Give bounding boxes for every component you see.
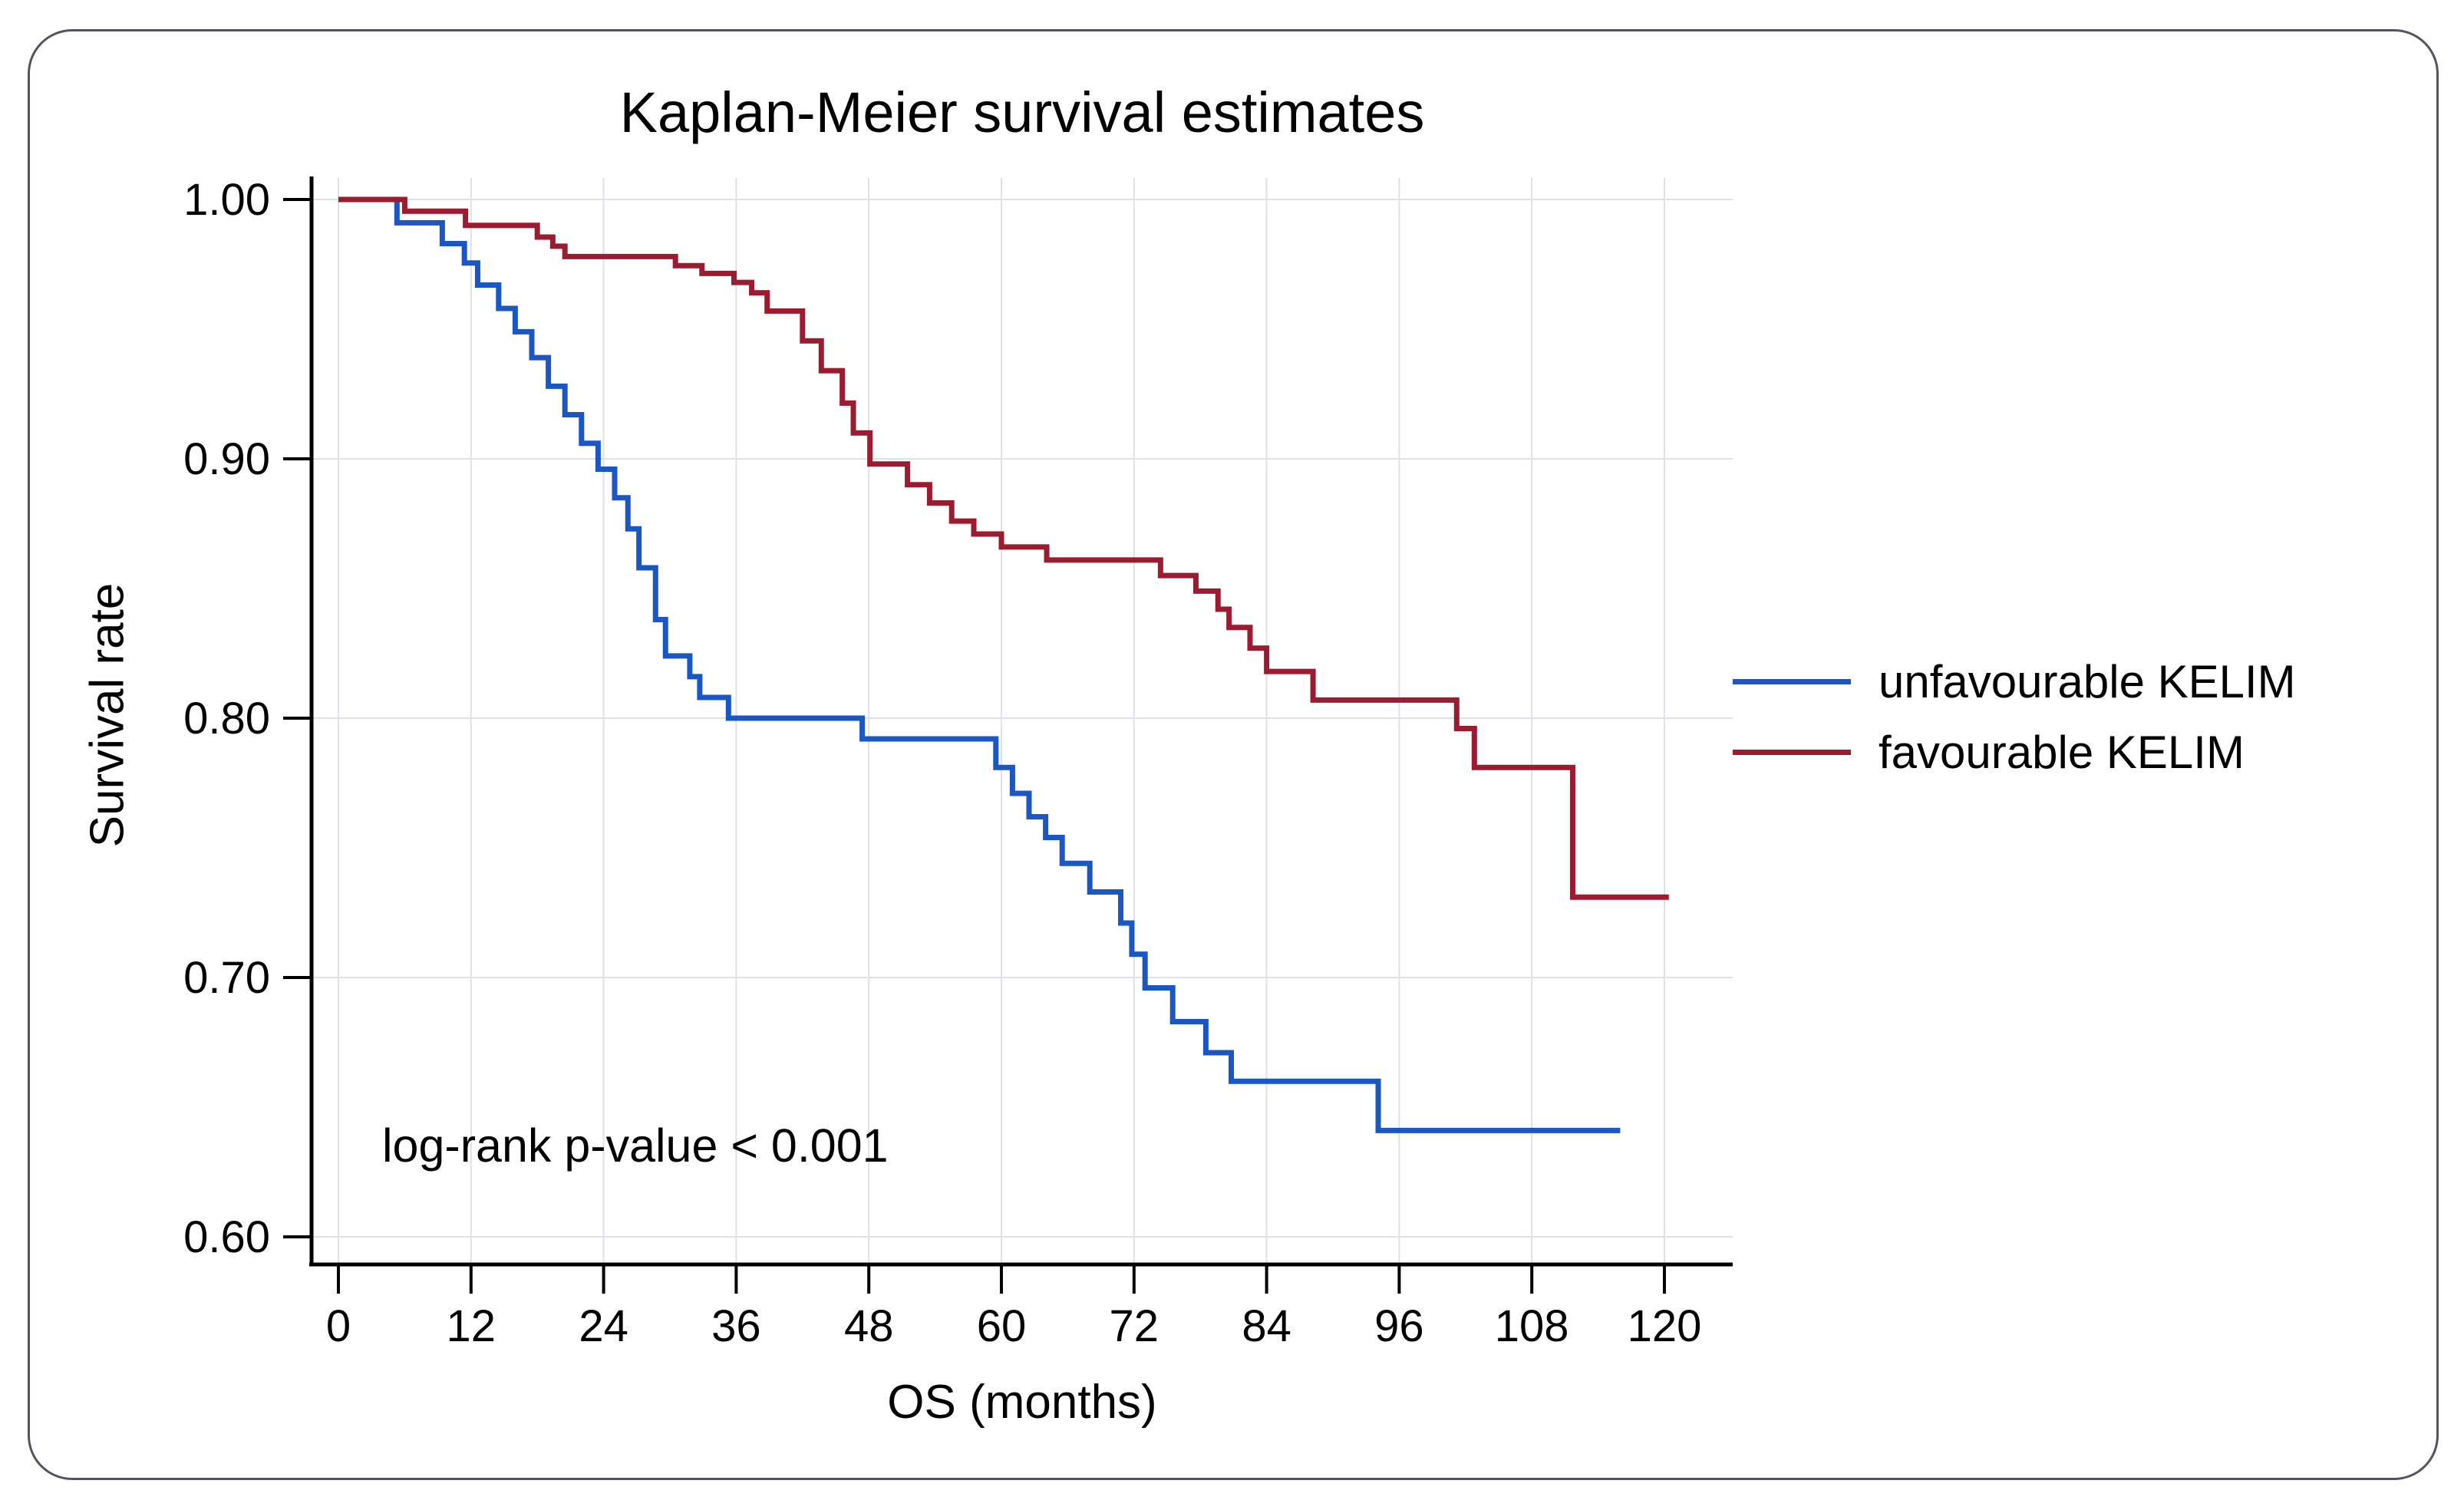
y-tick-label: 0.80 [183, 694, 270, 743]
y-tick-label: 1.00 [183, 175, 270, 225]
x-tick-label: 12 [447, 1301, 496, 1351]
legend-label: favourable KELIM [1879, 726, 2245, 778]
x-tick-label: 120 [1628, 1301, 1702, 1351]
legend-item: unfavourable KELIM [1733, 646, 2296, 717]
y-tick-label: 0.90 [183, 434, 270, 484]
legend: unfavourable KELIM favourable KELIM [1733, 646, 2296, 787]
chart-title: Kaplan-Meier survival estimates [619, 81, 1425, 144]
y-tick-label: 0.70 [183, 953, 270, 1003]
x-tick-label: 72 [1110, 1301, 1159, 1351]
legend-item: favourable KELIM [1733, 717, 2296, 787]
x-tick-label: 0 [326, 1301, 351, 1351]
x-tick-label: 60 [977, 1301, 1027, 1351]
log-rank-annotation: log-rank p-value < 0.001 [382, 1119, 889, 1172]
figure-border [28, 29, 2439, 1480]
y-axis-title: Survival rate [81, 582, 134, 848]
x-tick-label: 48 [844, 1301, 894, 1351]
x-tick-label: 24 [579, 1301, 628, 1351]
x-tick-label: 96 [1374, 1301, 1424, 1351]
y-tick-label: 0.60 [183, 1212, 270, 1262]
legend-line-swatch [1733, 678, 1851, 684]
legend-line-swatch [1733, 749, 1851, 755]
x-axis-title: OS (months) [887, 1376, 1157, 1429]
km-curve-favourable [338, 196, 1669, 900]
x-tick-label: 84 [1242, 1301, 1291, 1351]
km-curve-unfavourable [338, 196, 1621, 1133]
x-tick-label: 108 [1495, 1301, 1569, 1351]
legend-label: unfavourable KELIM [1879, 655, 2296, 707]
x-tick-label: 36 [711, 1301, 761, 1351]
